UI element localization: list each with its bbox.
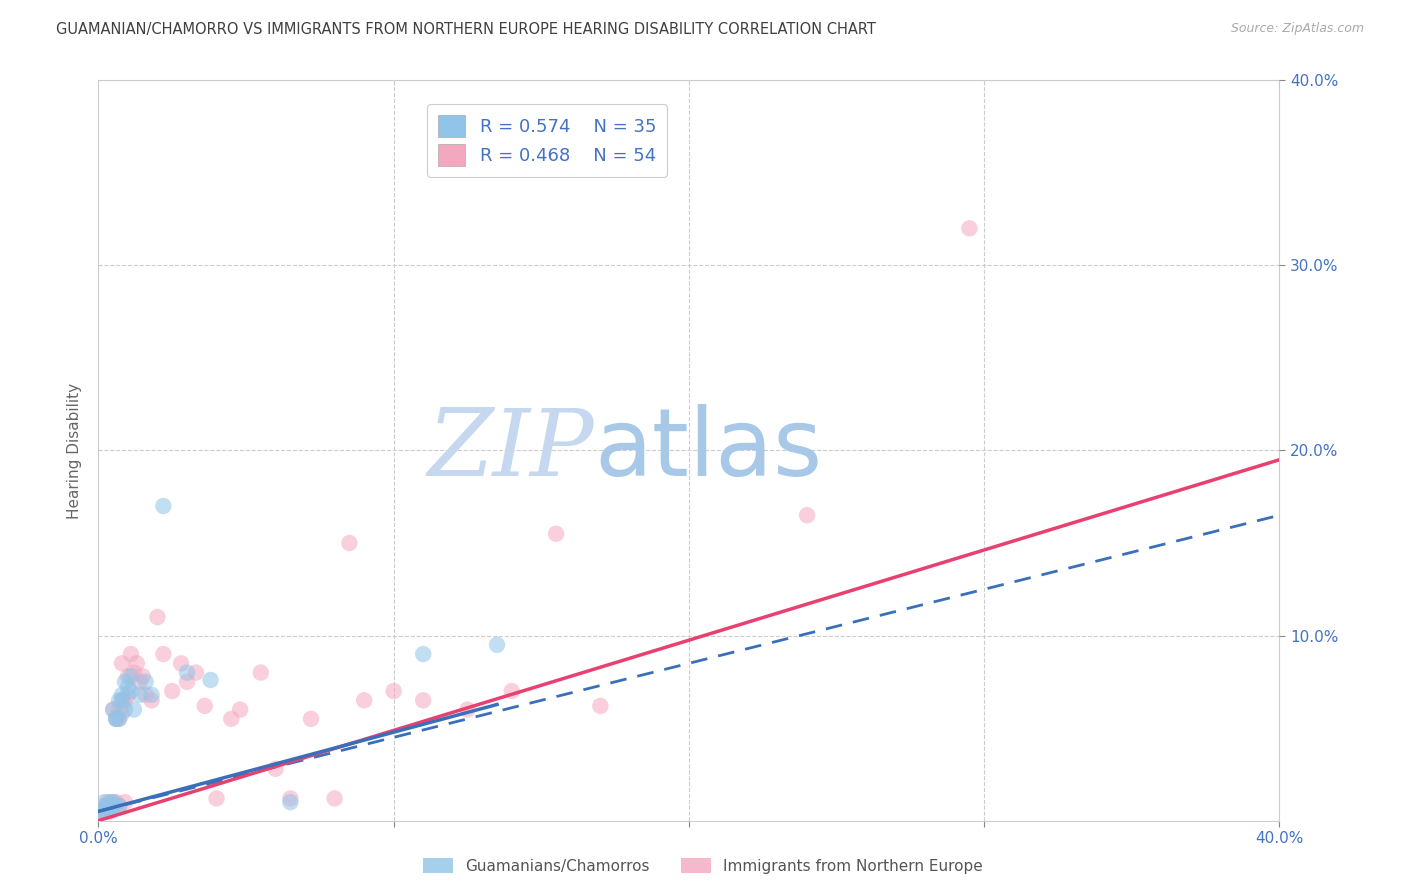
Point: [108, 798, 131, 813]
Point: [114, 795, 136, 809]
Point: [108, 712, 131, 726]
Point: [194, 698, 217, 713]
Point: [152, 499, 174, 513]
Point: [117, 688, 139, 702]
Point: [796, 508, 818, 523]
Point: [382, 684, 405, 698]
Point: [141, 688, 163, 702]
Point: [120, 684, 142, 698]
Point: [162, 684, 183, 698]
Point: [103, 703, 125, 717]
Point: [128, 688, 150, 702]
Point: [105, 795, 128, 809]
Point: [111, 657, 134, 671]
Point: [103, 703, 125, 717]
Point: [146, 610, 169, 624]
Point: [176, 674, 198, 689]
Point: [98, 800, 121, 814]
Text: GUAMANIAN/CHAMORRO VS IMMIGRANTS FROM NORTHERN EUROPE HEARING DISABILITY CORRELA: GUAMANIAN/CHAMORRO VS IMMIGRANTS FROM NO…: [56, 22, 876, 37]
Point: [114, 703, 136, 717]
Point: [96, 798, 118, 813]
Point: [339, 536, 360, 550]
Point: [229, 703, 252, 717]
Point: [90, 805, 112, 819]
Point: [108, 703, 131, 717]
Point: [412, 647, 434, 661]
Point: [105, 712, 128, 726]
Point: [103, 798, 125, 813]
Point: [96, 805, 118, 819]
Point: [98, 803, 121, 817]
Point: [135, 674, 157, 689]
Text: atlas: atlas: [595, 404, 823, 497]
Point: [114, 674, 136, 689]
Text: Source: ZipAtlas.com: Source: ZipAtlas.com: [1230, 22, 1364, 36]
Point: [141, 693, 163, 707]
Point: [176, 665, 198, 680]
Point: [264, 762, 287, 776]
Point: [120, 647, 142, 661]
Point: [132, 669, 155, 683]
Point: [299, 712, 322, 726]
Point: [456, 703, 478, 717]
Point: [117, 669, 139, 683]
Point: [93, 805, 115, 819]
Point: [96, 795, 118, 809]
Point: [135, 688, 157, 702]
Point: [200, 673, 222, 687]
Point: [412, 693, 434, 707]
Point: [96, 798, 118, 813]
Point: [93, 795, 115, 809]
Text: ZIP: ZIP: [427, 406, 595, 495]
Point: [98, 805, 121, 819]
Point: [105, 712, 128, 726]
Point: [111, 706, 134, 721]
Point: [152, 647, 174, 661]
Point: [125, 657, 148, 671]
Point: [93, 798, 115, 813]
Legend: R = 0.574    N = 35, R = 0.468    N = 54: R = 0.574 N = 35, R = 0.468 N = 54: [427, 104, 666, 177]
Point: [108, 712, 131, 726]
Point: [278, 795, 302, 809]
Point: [546, 526, 568, 541]
Point: [219, 712, 242, 726]
Point: [96, 798, 118, 813]
Point: [114, 693, 136, 707]
Point: [589, 698, 612, 713]
Point: [323, 791, 346, 805]
Point: [959, 221, 981, 235]
Point: [111, 688, 134, 702]
Point: [105, 712, 128, 726]
Point: [98, 800, 121, 814]
Point: [117, 681, 139, 695]
Point: [122, 665, 145, 680]
Point: [122, 703, 145, 717]
Point: [93, 805, 115, 819]
Point: [486, 638, 509, 652]
Point: [108, 693, 131, 707]
Point: [120, 669, 142, 683]
Y-axis label: Hearing Disability: Hearing Disability: [67, 383, 83, 518]
Point: [90, 805, 112, 819]
Point: [205, 791, 228, 805]
Point: [501, 684, 523, 698]
Point: [98, 795, 121, 809]
Point: [108, 798, 131, 813]
Point: [250, 665, 273, 680]
Point: [111, 693, 134, 707]
Legend: Guamanians/Chamorros, Immigrants from Northern Europe: Guamanians/Chamorros, Immigrants from No…: [416, 852, 990, 880]
Point: [170, 657, 193, 671]
Point: [184, 665, 207, 680]
Point: [128, 674, 150, 689]
Point: [353, 693, 375, 707]
Point: [103, 795, 125, 809]
Point: [103, 795, 125, 809]
Point: [105, 798, 128, 813]
Point: [103, 798, 125, 813]
Point: [278, 791, 302, 805]
Point: [111, 693, 134, 707]
